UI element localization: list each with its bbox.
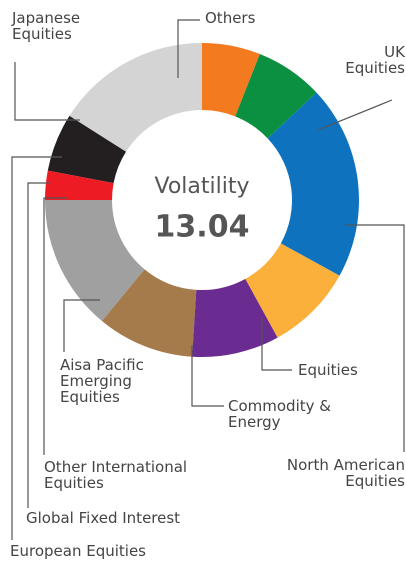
- center-label: Volatility: [154, 174, 249, 199]
- donut-segment: [202, 43, 260, 117]
- leader-line: [11, 156, 62, 540]
- leader-line: [177, 19, 200, 78]
- donut-segment: [47, 115, 127, 184]
- category-label: Japanese Equities: [12, 9, 81, 43]
- donut-segment: [101, 269, 197, 357]
- category-label: UK Equities: [345, 43, 405, 77]
- donut-segment: [45, 170, 114, 200]
- leader-line: [43, 197, 68, 455]
- center-value: 13.04: [155, 210, 250, 245]
- donut-segment: [45, 200, 145, 321]
- category-label: North American Equities: [286, 456, 405, 490]
- leader-lines: [11, 19, 405, 540]
- leader-line: [27, 182, 50, 508]
- leader-line: [317, 99, 393, 131]
- donut-segment: [192, 278, 278, 357]
- leader-line: [63, 299, 100, 352]
- donut-segment: [235, 54, 317, 139]
- category-label: Global Fixed Interest: [26, 509, 181, 527]
- category-label: Other International Equities: [44, 458, 188, 492]
- donut-segment: [69, 43, 202, 152]
- leader-line: [191, 345, 224, 407]
- category-label: European Equities: [10, 542, 146, 560]
- category-label: Others: [205, 9, 256, 27]
- category-label: Commodity & Energy: [228, 397, 331, 431]
- leader-line: [14, 62, 80, 121]
- donut-segment: [245, 243, 340, 338]
- donut-segment: [267, 92, 359, 276]
- category-label: Equities: [298, 361, 358, 379]
- category-label: Aisa Pacific Emerging Equities: [60, 356, 144, 406]
- leader-line: [261, 318, 292, 371]
- leader-line: [345, 224, 405, 452]
